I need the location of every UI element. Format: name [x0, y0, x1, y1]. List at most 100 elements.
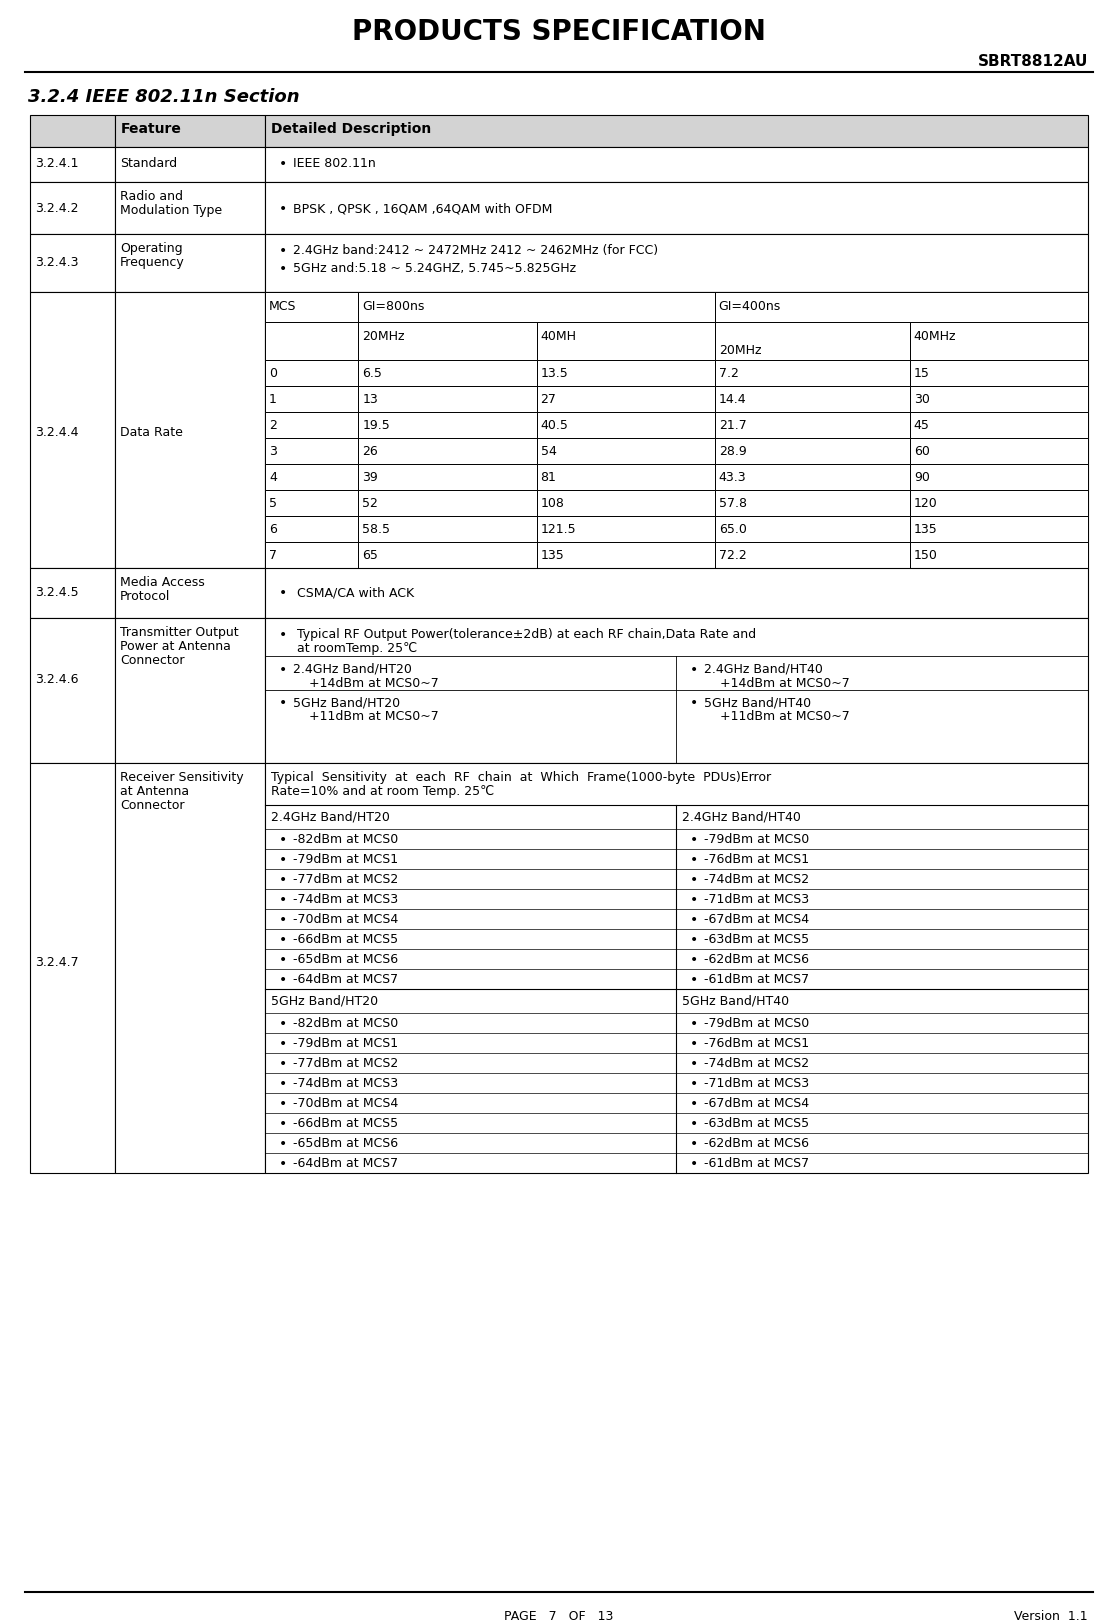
- Text: 65: 65: [362, 548, 378, 561]
- Text: •: •: [280, 933, 287, 947]
- Text: 57.8: 57.8: [719, 496, 747, 509]
- Text: •: •: [690, 696, 699, 710]
- Text: •: •: [690, 1118, 699, 1131]
- Text: •: •: [280, 628, 287, 642]
- Text: •: •: [690, 663, 699, 676]
- Bar: [265, 115, 1088, 148]
- Text: 5: 5: [269, 496, 277, 509]
- Bar: [910, 464, 1088, 490]
- Bar: [30, 182, 115, 234]
- Text: Operating: Operating: [120, 242, 182, 255]
- Text: at roomTemp. 25℃: at roomTemp. 25℃: [297, 642, 417, 655]
- Bar: [115, 234, 265, 292]
- Text: 7.2: 7.2: [719, 367, 739, 380]
- Text: 7: 7: [269, 548, 277, 561]
- Text: •: •: [280, 853, 287, 868]
- Bar: [359, 490, 537, 516]
- Text: Typical  Sensitivity  at  each  RF  chain  at  Which  Frame(1000-byte  PDUs)Erro: Typical Sensitivity at each RF chain at …: [271, 770, 771, 783]
- Text: •: •: [280, 263, 287, 276]
- Bar: [359, 386, 537, 412]
- Bar: [714, 386, 910, 412]
- Text: •: •: [280, 894, 287, 907]
- Text: -76dBm at MCS1: -76dBm at MCS1: [704, 853, 809, 866]
- Text: +14dBm at MCS0~7: +14dBm at MCS0~7: [720, 676, 850, 689]
- Text: •: •: [280, 1077, 287, 1092]
- Bar: [537, 542, 714, 568]
- Text: 40MHz: 40MHz: [913, 329, 956, 342]
- Text: 40.5: 40.5: [540, 418, 568, 431]
- Bar: [265, 464, 359, 490]
- Text: Receiver Sensitivity: Receiver Sensitivity: [120, 770, 244, 783]
- Text: -61dBm at MCS7: -61dBm at MCS7: [704, 1156, 809, 1169]
- Text: •: •: [690, 1137, 699, 1152]
- Text: 3.2.4.5: 3.2.4.5: [35, 586, 78, 599]
- Bar: [714, 292, 1088, 323]
- Text: 3.2.4.4: 3.2.4.4: [35, 427, 78, 440]
- Text: -79dBm at MCS0: -79dBm at MCS0: [704, 834, 809, 847]
- Text: 3.2.4.7: 3.2.4.7: [35, 955, 78, 968]
- Text: 19.5: 19.5: [362, 418, 390, 431]
- Text: Standard: Standard: [120, 157, 177, 170]
- Text: •: •: [280, 1096, 287, 1111]
- Text: 14.4: 14.4: [719, 393, 747, 406]
- Text: -74dBm at MCS3: -74dBm at MCS3: [293, 1077, 398, 1090]
- Bar: [265, 292, 1088, 568]
- Bar: [359, 542, 537, 568]
- Text: •: •: [690, 1077, 699, 1092]
- Bar: [265, 490, 359, 516]
- Text: MCS: MCS: [269, 300, 296, 313]
- Bar: [910, 323, 1088, 360]
- Text: GI=800ns: GI=800ns: [362, 300, 425, 313]
- Text: 58.5: 58.5: [362, 522, 390, 535]
- Bar: [359, 323, 537, 360]
- Text: 5GHz Band/HT40: 5GHz Band/HT40: [682, 994, 789, 1007]
- Text: 30: 30: [913, 393, 930, 406]
- Text: 21.7: 21.7: [719, 418, 747, 431]
- Text: Media Access: Media Access: [120, 576, 205, 589]
- Bar: [910, 490, 1088, 516]
- Text: -74dBm at MCS3: -74dBm at MCS3: [293, 894, 398, 907]
- Text: Rate=10% and at room Temp. 25℃: Rate=10% and at room Temp. 25℃: [271, 785, 494, 798]
- Text: IEEE 802.11n: IEEE 802.11n: [293, 157, 376, 170]
- Text: 4: 4: [269, 470, 277, 483]
- Text: 2.4GHz Band/HT40: 2.4GHz Band/HT40: [704, 663, 823, 676]
- Bar: [265, 234, 1088, 292]
- Text: 28.9: 28.9: [719, 444, 747, 457]
- Text: -64dBm at MCS7: -64dBm at MCS7: [293, 1156, 398, 1169]
- Bar: [265, 568, 1088, 618]
- Text: •: •: [690, 913, 699, 928]
- Text: -62dBm at MCS6: -62dBm at MCS6: [704, 954, 809, 967]
- Text: 45: 45: [913, 418, 930, 431]
- Text: •: •: [690, 853, 699, 868]
- Bar: [537, 438, 714, 464]
- Bar: [115, 182, 265, 234]
- Text: 13: 13: [362, 393, 378, 406]
- Text: 121.5: 121.5: [540, 522, 576, 535]
- Bar: [359, 292, 714, 323]
- Text: -74dBm at MCS2: -74dBm at MCS2: [704, 873, 809, 886]
- Bar: [714, 490, 910, 516]
- Text: •: •: [690, 873, 699, 887]
- Text: •: •: [280, 1017, 287, 1032]
- Text: -79dBm at MCS1: -79dBm at MCS1: [293, 853, 398, 866]
- Text: •: •: [280, 954, 287, 967]
- Text: 3.2.4 IEEE 802.11n Section: 3.2.4 IEEE 802.11n Section: [28, 88, 300, 105]
- Bar: [910, 386, 1088, 412]
- Bar: [714, 516, 910, 542]
- Bar: [537, 412, 714, 438]
- Text: -67dBm at MCS4: -67dBm at MCS4: [704, 913, 809, 926]
- Text: SBRT8812AU: SBRT8812AU: [977, 55, 1088, 70]
- Text: •: •: [690, 1096, 699, 1111]
- Text: •: •: [690, 1156, 699, 1171]
- Text: at Antenna: at Antenna: [120, 785, 189, 798]
- Bar: [265, 412, 359, 438]
- Text: Detailed Description: Detailed Description: [271, 122, 432, 136]
- Text: •: •: [690, 894, 699, 907]
- Text: -74dBm at MCS2: -74dBm at MCS2: [704, 1058, 809, 1071]
- Bar: [359, 516, 537, 542]
- Text: •: •: [280, 873, 287, 887]
- Text: 6.5: 6.5: [362, 367, 382, 380]
- Bar: [714, 542, 910, 568]
- Text: 2.4GHz Band/HT40: 2.4GHz Band/HT40: [682, 811, 800, 824]
- Text: -63dBm at MCS5: -63dBm at MCS5: [704, 933, 809, 946]
